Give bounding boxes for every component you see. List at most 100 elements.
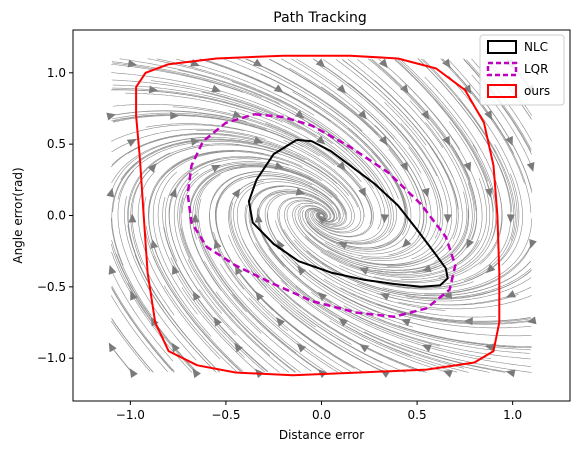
stream-arrow-54 [192, 290, 201, 301]
streamline-53 [146, 225, 244, 372]
streamline-20 [111, 138, 258, 266]
stream-arrow-174 [380, 214, 389, 224]
series-line-ours [135, 54, 501, 377]
streamline-47 [111, 136, 306, 184]
streamline-234 [360, 312, 531, 351]
streamline-115 [269, 59, 379, 136]
streamline-102 [246, 58, 363, 132]
stream-arrow-114 [273, 84, 284, 93]
y-tick-label-0: −1.0 [37, 351, 66, 365]
stream-arrow-138 [315, 135, 326, 145]
streamline-155 [264, 301, 364, 373]
x-tick-label-4: 1.0 [503, 408, 522, 422]
streamline-250 [382, 243, 532, 294]
stream-arrow-195 [421, 344, 432, 352]
stream-arrow-129 [317, 369, 328, 379]
streamline-24 [111, 61, 262, 99]
streamline-185 [295, 191, 468, 271]
stream-arrow-255 [505, 136, 513, 146]
streamline-5 [110, 218, 152, 316]
streamline-49 [112, 84, 301, 130]
streamline-210 [321, 260, 532, 297]
streamline-62 [111, 79, 317, 137]
streamline-241 [424, 76, 503, 265]
streamline-209 [323, 278, 530, 324]
streamline-154 [335, 59, 427, 146]
stream-arrow-189 [400, 161, 408, 172]
x-tick-label-1: −0.5 [211, 408, 240, 422]
streamline-235 [357, 295, 531, 322]
stream-arrow-228 [463, 161, 472, 172]
streamline-1 [110, 320, 151, 372]
stream-arrow-264 [529, 238, 537, 249]
streamline-156 [265, 274, 422, 373]
streamline-236 [356, 277, 532, 302]
stream-arrow-252 [506, 214, 515, 224]
streamline-104 [204, 261, 312, 372]
streamline-71 [209, 171, 333, 290]
streamline-48 [113, 115, 304, 148]
series-line-lqr [186, 112, 457, 319]
streamline-75 [111, 72, 333, 144]
streamline-211 [320, 177, 487, 278]
stream-arrow-180 [378, 58, 388, 69]
stream-arrow-0 [108, 342, 117, 353]
streamline-200 [324, 124, 428, 258]
streamline-244 [463, 59, 532, 155]
streamline-169 [280, 280, 458, 373]
stream-arrow-249 [506, 290, 516, 298]
y-tick-label-2: 0.0 [47, 209, 66, 223]
x-axis-label: Distance error [279, 428, 364, 442]
stream-arrow-111 [274, 161, 285, 170]
y-tick-label-4: 1.0 [47, 66, 66, 80]
streamline-114 [202, 58, 377, 162]
streamline-19 [127, 143, 240, 293]
streamline-239 [400, 121, 491, 280]
streamline-64 [145, 284, 217, 373]
x-tick-label-2: 0.0 [312, 408, 331, 422]
streamline-98 [192, 166, 346, 240]
streamline-229 [397, 59, 497, 241]
legend-label-nlc: NLC [524, 40, 548, 54]
streamline-193 [399, 58, 478, 152]
streamline-187 [306, 127, 407, 250]
streamline-158 [275, 220, 497, 318]
streamline-146 [286, 200, 474, 290]
streamline-124 [172, 151, 352, 229]
stream-arrow-123 [295, 187, 306, 196]
streamline-139 [205, 60, 399, 200]
legend-label-lqr: LQR [524, 62, 548, 76]
streamline-129 [232, 294, 322, 373]
stream-arrow-81 [235, 265, 243, 276]
stream-arrow-33 [147, 163, 157, 173]
streamline-14 [111, 288, 173, 372]
stream-arrow-132 [317, 292, 328, 302]
legend-swatch-lqr [486, 61, 518, 77]
streamline-153 [296, 58, 422, 174]
streamline-264 [423, 243, 533, 295]
legend-box [479, 34, 565, 106]
streamline-31 [152, 151, 235, 315]
streamline-95 [248, 185, 347, 323]
streamline-266 [481, 97, 533, 193]
vector-field-streamlines [106, 58, 537, 379]
stream-arrow-267 [526, 162, 535, 172]
streamline-59 [165, 156, 322, 262]
streamline-67 [180, 197, 297, 373]
streamline-134 [297, 204, 444, 266]
streamline-26 [111, 285, 175, 372]
streamline-61 [111, 114, 320, 157]
streamline-261 [396, 311, 532, 325]
streamline-118 [228, 234, 385, 372]
streamline-36 [112, 87, 283, 123]
stream-arrow-237 [486, 264, 496, 274]
stream-arrow-183 [400, 318, 411, 327]
streamline-38 [111, 286, 175, 373]
streamline-243 [442, 58, 532, 213]
stream-arrow-225 [466, 238, 474, 249]
streamline-8 [111, 124, 244, 142]
legend-swatch-nlc [487, 40, 517, 54]
streamline-160 [306, 159, 397, 245]
streamline-195 [310, 291, 531, 367]
